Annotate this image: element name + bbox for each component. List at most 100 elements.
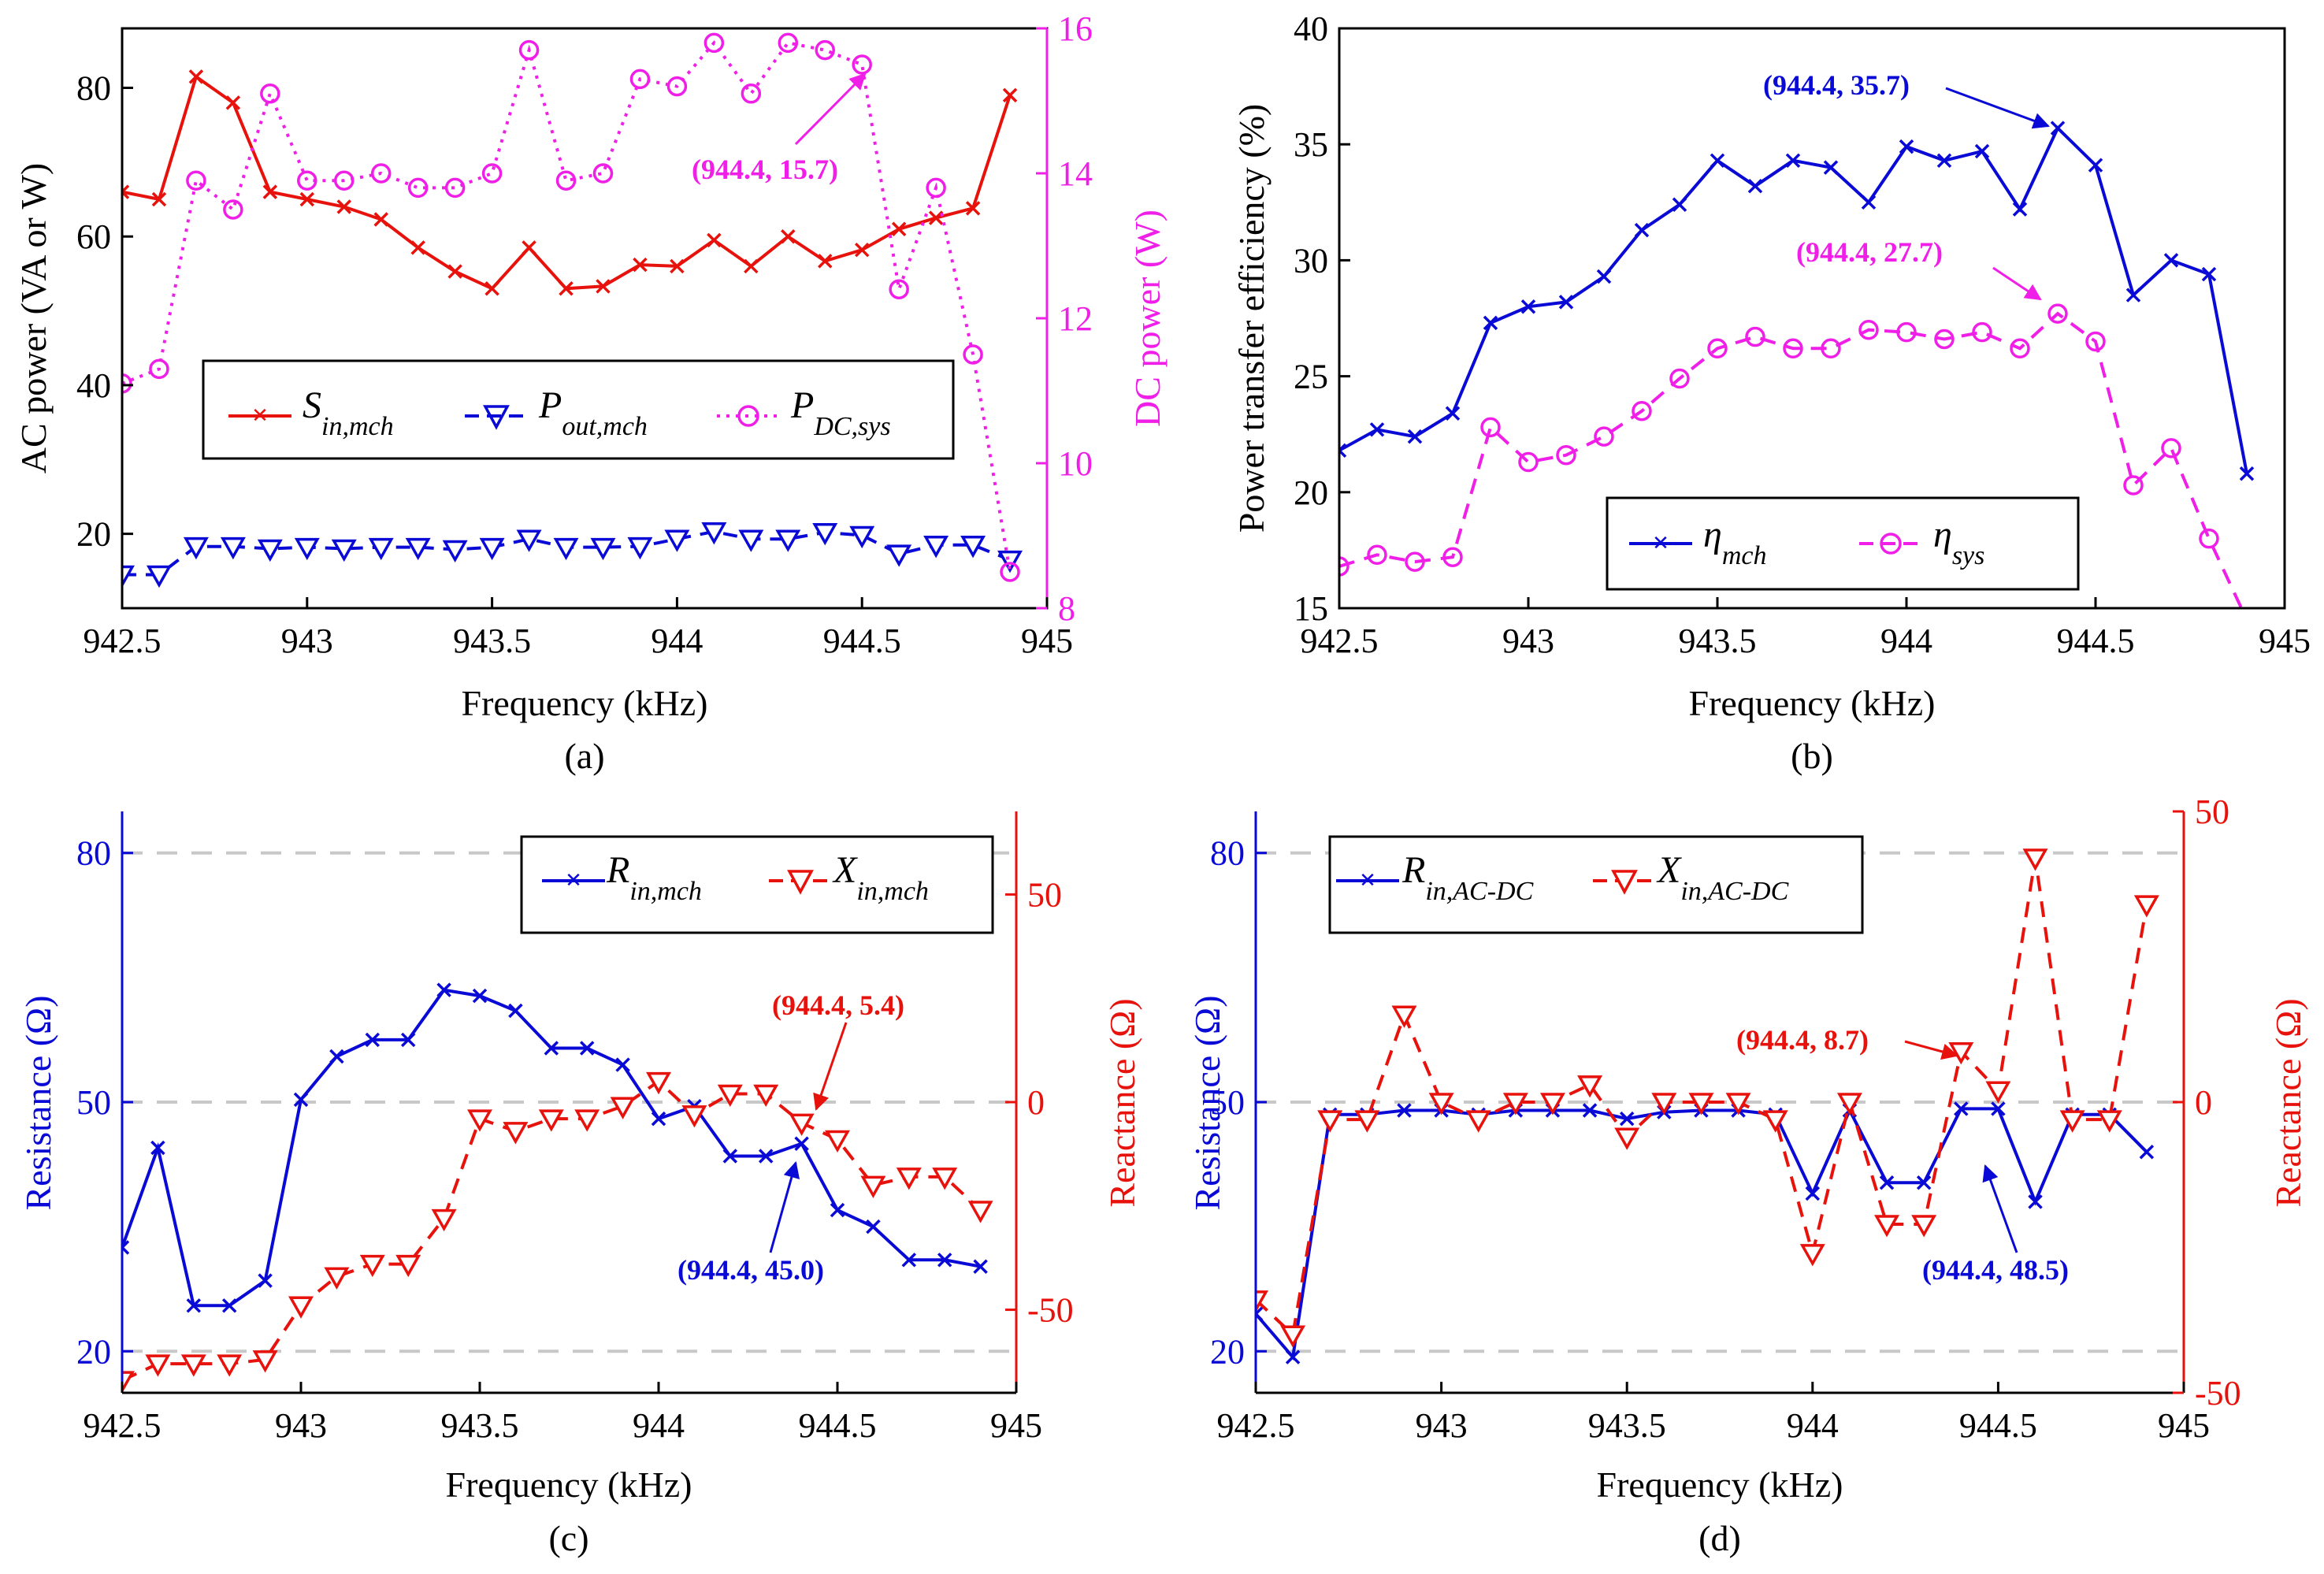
data-point-s-in-mch xyxy=(410,240,425,255)
y2-tick-label: 16 xyxy=(1058,9,1093,48)
data-point-x-in-mch xyxy=(252,1350,278,1373)
x-tick-label: 944 xyxy=(651,622,703,660)
data-point-x-in-mch xyxy=(122,1371,135,1394)
data-point-r-in-mch xyxy=(973,1259,988,1274)
data-point-x-in-ac-dc xyxy=(1725,1093,1751,1116)
y2-ticks-d: -50 0 50 xyxy=(2173,793,2241,1413)
data-point-r-in-mch xyxy=(615,1057,630,1072)
x-tick-label: 945 xyxy=(2158,1406,2210,1445)
data-point-s-in-mch xyxy=(670,258,685,274)
data-point-s-in-mch xyxy=(262,184,278,199)
legend-label-r-in-acdc: Rin,AC-DC xyxy=(1401,849,1534,906)
annotation-arrow-a-1 xyxy=(794,72,867,146)
data-point--sys xyxy=(2123,475,2144,496)
x-tick-label: 942.5 xyxy=(84,1406,161,1445)
data-point-s-in-mch xyxy=(744,258,759,274)
data-point-r-in-mch xyxy=(472,988,488,1004)
x-tick-label: 944 xyxy=(1880,622,1932,660)
legend-marker-x-icon: ✕ xyxy=(1359,869,1376,893)
y-ticks-d: 20 50 80 xyxy=(1210,834,1267,1371)
legend-box-c xyxy=(520,835,994,934)
data-point-r-in-ac-dc xyxy=(1397,1103,1412,1118)
data-point-s-in-mch xyxy=(633,257,648,273)
y-axis-label-c: Resistance (Ω) xyxy=(18,995,58,1210)
y-tick-label: 25 xyxy=(1294,358,1328,396)
data-point--mch xyxy=(2012,202,2028,217)
x-tick-label: 942.5 xyxy=(1217,1406,1295,1445)
annotation-c-2: (944.4, 45.0) xyxy=(678,1254,824,1286)
data-point--sys xyxy=(1972,321,1992,343)
data-point--mch xyxy=(1823,160,1839,175)
y-tick-label: 35 xyxy=(1294,125,1328,164)
data-point-x-in-ac-dc xyxy=(1836,1093,1862,1116)
x-tick-label: 944.5 xyxy=(799,1406,877,1445)
data-point--mch xyxy=(1407,429,1423,444)
data-point-x-in-mch xyxy=(825,1130,850,1153)
data-point-s-in-mch xyxy=(447,264,462,279)
x-axis-label-a: Frequency (kHz) xyxy=(462,683,708,723)
data-point-p-out-mch xyxy=(590,537,616,561)
data-point-x-in-ac-dc xyxy=(1874,1215,1900,1238)
data-point-r-in-mch xyxy=(365,1032,381,1048)
data-point-s-in-mch xyxy=(484,281,499,296)
data-point-p-out-mch xyxy=(146,565,172,588)
data-point--sys xyxy=(2010,338,2030,359)
data-point-p-dc-sys xyxy=(481,163,503,184)
data-point-x-in-ac-dc xyxy=(1502,1093,1528,1116)
data-point--sys xyxy=(2246,609,2248,610)
data-point-p-dc-sys xyxy=(223,199,243,220)
legend-label-x-in-mch: Xin,mch xyxy=(832,849,929,906)
data-point-x-in-ac-dc xyxy=(2133,895,2159,918)
x-ticks-a: 942.5 943 943.5 944 944.5 945 xyxy=(84,597,1073,660)
data-point-p-out-mch xyxy=(257,539,283,562)
y2-tick-label: 0 xyxy=(2195,1083,2212,1122)
data-point-x-in-ac-dc xyxy=(1280,1325,1306,1348)
y-tick-label: 30 xyxy=(1294,241,1328,280)
caption-c: (c) xyxy=(548,1518,588,1558)
data-point--mch xyxy=(2050,121,2066,135)
panel-a: 942.5 943 943.5 944 944.5 945 20 40 60 80 8 10 12 1… xyxy=(13,9,1168,776)
data-point--sys xyxy=(1896,321,1917,343)
data-point-p-out-mch xyxy=(553,537,579,561)
data-point-p-dc-sys xyxy=(370,163,392,184)
data-point-r-in-ac-dc xyxy=(2028,1194,2043,1209)
data-point--sys xyxy=(1934,329,1955,350)
legend-box-a xyxy=(202,359,955,460)
data-point-r-in-mch xyxy=(221,1298,237,1313)
x-axis-label-b: Frequency (kHz) xyxy=(1689,683,1936,723)
data-point-r-in-mch xyxy=(150,1140,165,1156)
data-point-p-out-mch xyxy=(775,529,801,552)
panel-c: 942.5 943 943.5 944 944.5 945 20 50 80 -50 0 50 F… xyxy=(18,811,1142,1558)
data-point-x-in-mch xyxy=(789,1113,815,1136)
plot-area-a xyxy=(122,32,1023,588)
data-point--mch xyxy=(1974,143,1990,159)
data-point--sys xyxy=(1669,368,1690,389)
data-point-p-dc-sys xyxy=(852,54,872,75)
data-point--mch xyxy=(1861,195,1877,210)
x-tick-label: 944 xyxy=(1787,1406,1839,1445)
data-point--mch xyxy=(2088,158,2103,173)
data-point-r-in-ac-dc xyxy=(1256,1306,1264,1322)
data-point-x-in-ac-dc xyxy=(1354,1110,1380,1133)
data-point-x-in-mch xyxy=(431,1208,457,1232)
data-point--sys xyxy=(1442,547,1463,567)
data-point-s-in-mch xyxy=(522,240,536,255)
data-point--mch xyxy=(1558,295,1574,310)
series-line--sys xyxy=(1339,311,2244,610)
x-ticks-b: 942.5 943 943.5 944 944.5 945 xyxy=(1301,597,2311,660)
legend-a: ✕ Sin,mch Pout,mch PDC,sys xyxy=(202,359,955,460)
data-point--sys xyxy=(1339,556,1349,577)
data-point-x-in-ac-dc xyxy=(1762,1110,1788,1133)
legend-d: ✕ Rin,AC-DC Xin,AC-DC xyxy=(1328,835,1864,934)
data-point--mch xyxy=(1520,299,1536,314)
y2-tick-label: 8 xyxy=(1058,589,1075,628)
data-point-x-in-ac-dc xyxy=(1539,1093,1565,1116)
data-point-r-in-mch xyxy=(329,1049,344,1064)
legend-marker-x-icon: ✕ xyxy=(1652,532,1669,555)
data-point-p-dc-sys xyxy=(186,170,206,191)
annotation-c-1: (944.4, 5.4) xyxy=(772,989,904,1021)
data-point-p-out-mch xyxy=(923,536,949,559)
data-point-p-dc-sys xyxy=(149,358,169,380)
data-point-x-in-mch xyxy=(503,1122,529,1145)
data-point-s-in-mch xyxy=(122,184,130,199)
